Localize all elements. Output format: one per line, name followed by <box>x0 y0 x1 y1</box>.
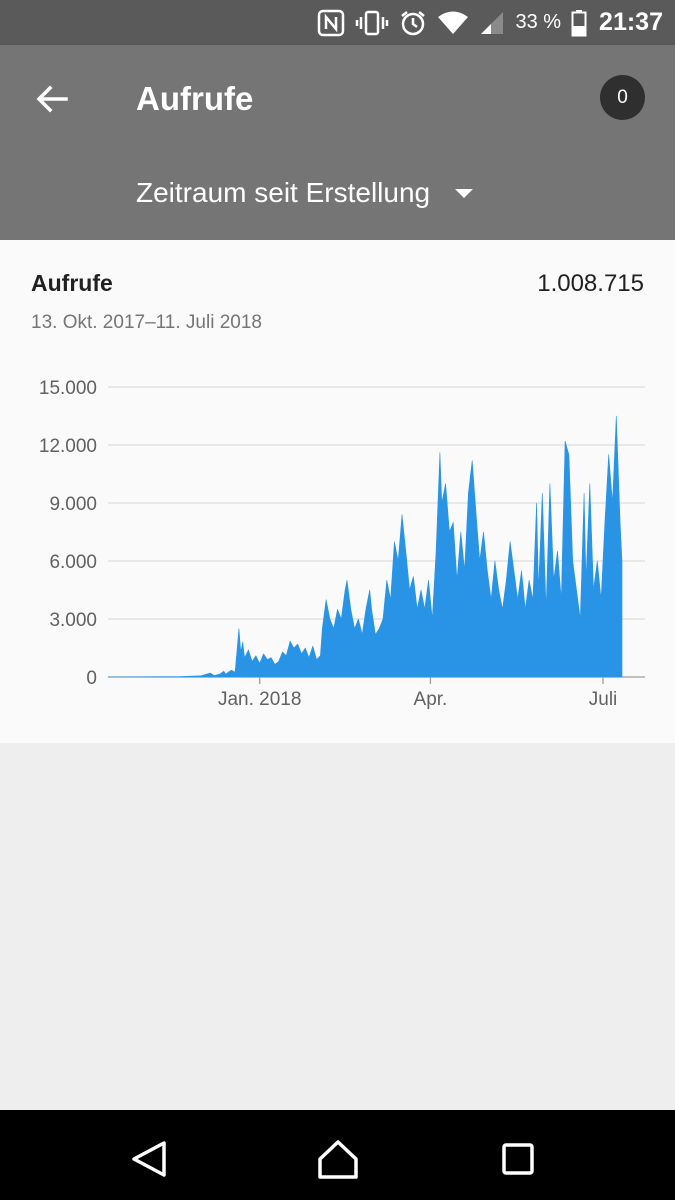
y-tick-label: 9.000 <box>49 494 97 515</box>
signal-icon <box>479 10 505 36</box>
y-tick-label: 12.000 <box>39 436 97 457</box>
card-title: Aufrufe <box>31 270 113 296</box>
views-area-series <box>107 415 623 678</box>
battery-percent: 33 % <box>515 11 562 33</box>
page-title: Aufrufe <box>136 80 254 117</box>
views-card: Aufrufe 1.008.715 13. Okt. 2017–11. Juli… <box>0 240 675 743</box>
nav-recents-button[interactable] <box>493 1135 543 1185</box>
wifi-icon <box>437 10 469 36</box>
y-tick-label: 15.000 <box>39 378 97 399</box>
x-tick-label: Apr. <box>414 689 448 710</box>
x-tick-label: Juli <box>589 689 618 710</box>
battery-icon <box>571 9 587 37</box>
alarm-icon <box>399 9 427 37</box>
home-icon <box>318 1140 358 1179</box>
status-bar: 33 % 21:37 <box>0 0 675 45</box>
y-tick-label: 3.000 <box>49 610 97 631</box>
status-icons: 33 % 21:37 <box>317 0 663 45</box>
nfc-icon <box>317 9 345 37</box>
y-tick-label: 0 <box>86 668 97 689</box>
app-bar: Aufrufe 0 Zeitraum seit Erstellung <box>0 45 675 240</box>
date-range: 13. Okt. 2017–11. Juli 2018 <box>31 312 262 333</box>
x-tick-label: Jan. 2018 <box>218 689 301 710</box>
total-views: 1.008.715 <box>537 270 644 297</box>
views-chart: 15.000 12.000 9.000 6.000 3.000 0 Jan. 2018 Apr… <box>39 378 645 710</box>
y-tick-label: 6.000 <box>49 552 97 573</box>
notification-badge[interactable]: 0 <box>600 75 645 120</box>
period-label: Zeitraum seit Erstellung <box>136 177 431 208</box>
nav-back-button[interactable] <box>124 1135 174 1185</box>
vibrate-icon <box>355 9 389 37</box>
arrow-back-icon <box>36 85 68 113</box>
triangle-back-icon <box>132 1141 166 1177</box>
navigation-bar <box>0 1110 675 1200</box>
recents-icon <box>502 1143 534 1175</box>
clock: 21:37 <box>599 8 663 36</box>
period-dropdown[interactable]: Zeitraum seit Erstellung <box>136 173 474 213</box>
dropdown-arrow-icon <box>455 189 474 198</box>
back-button[interactable] <box>30 77 74 121</box>
nav-home-button[interactable] <box>313 1135 363 1185</box>
